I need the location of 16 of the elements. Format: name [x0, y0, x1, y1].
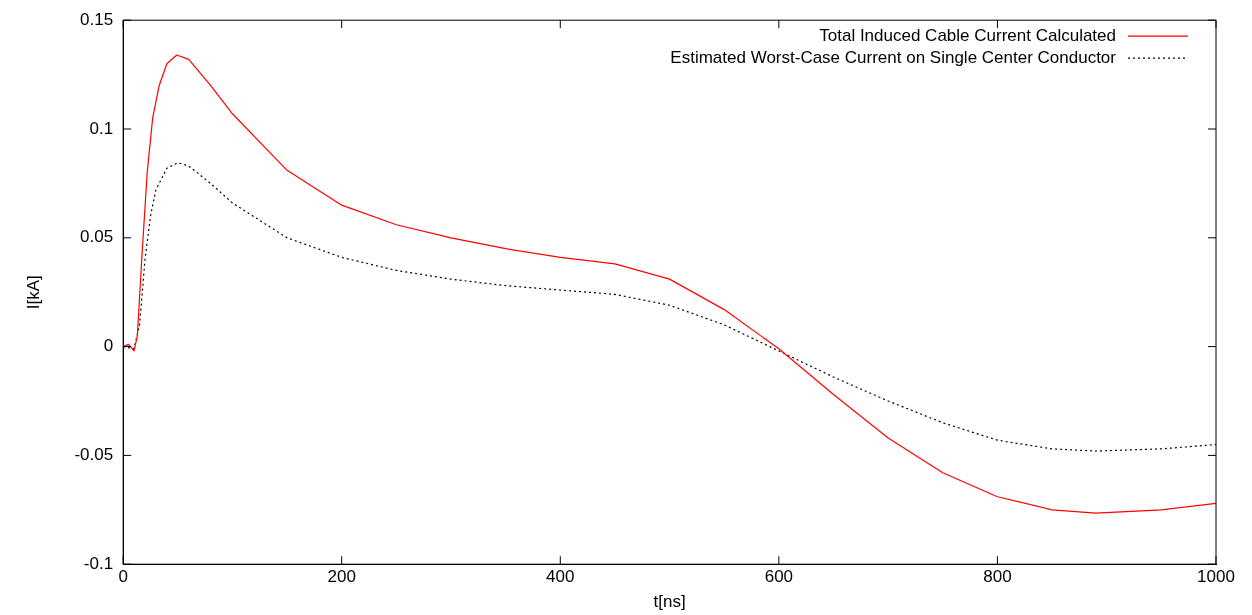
legend-label: Estimated Worst-Case Current on Single Center Conductor: [670, 47, 1117, 67]
x-tick-label: 800: [983, 567, 1012, 587]
x-tick-label: 1000: [1197, 567, 1235, 587]
y-tick-label: 0.05: [80, 227, 114, 247]
x-tick-label: 400: [546, 567, 575, 587]
legend-label: Total Induced Cable Current Calculated: [819, 25, 1116, 45]
y-tick-label: 0: [103, 336, 114, 356]
x-axis-title: t[ns]: [653, 592, 686, 612]
y-tick-label: 0.1: [89, 118, 114, 138]
x-tick-label: 600: [764, 567, 794, 587]
y-tick-label: 0.15: [80, 9, 114, 29]
x-tick-label: 0: [118, 567, 128, 587]
y-tick-label: -0.05: [74, 445, 114, 465]
y-tick-label: -0.1: [83, 553, 114, 573]
y-axis-title: I[kA]: [23, 275, 43, 310]
x-tick-label: 200: [327, 567, 356, 587]
